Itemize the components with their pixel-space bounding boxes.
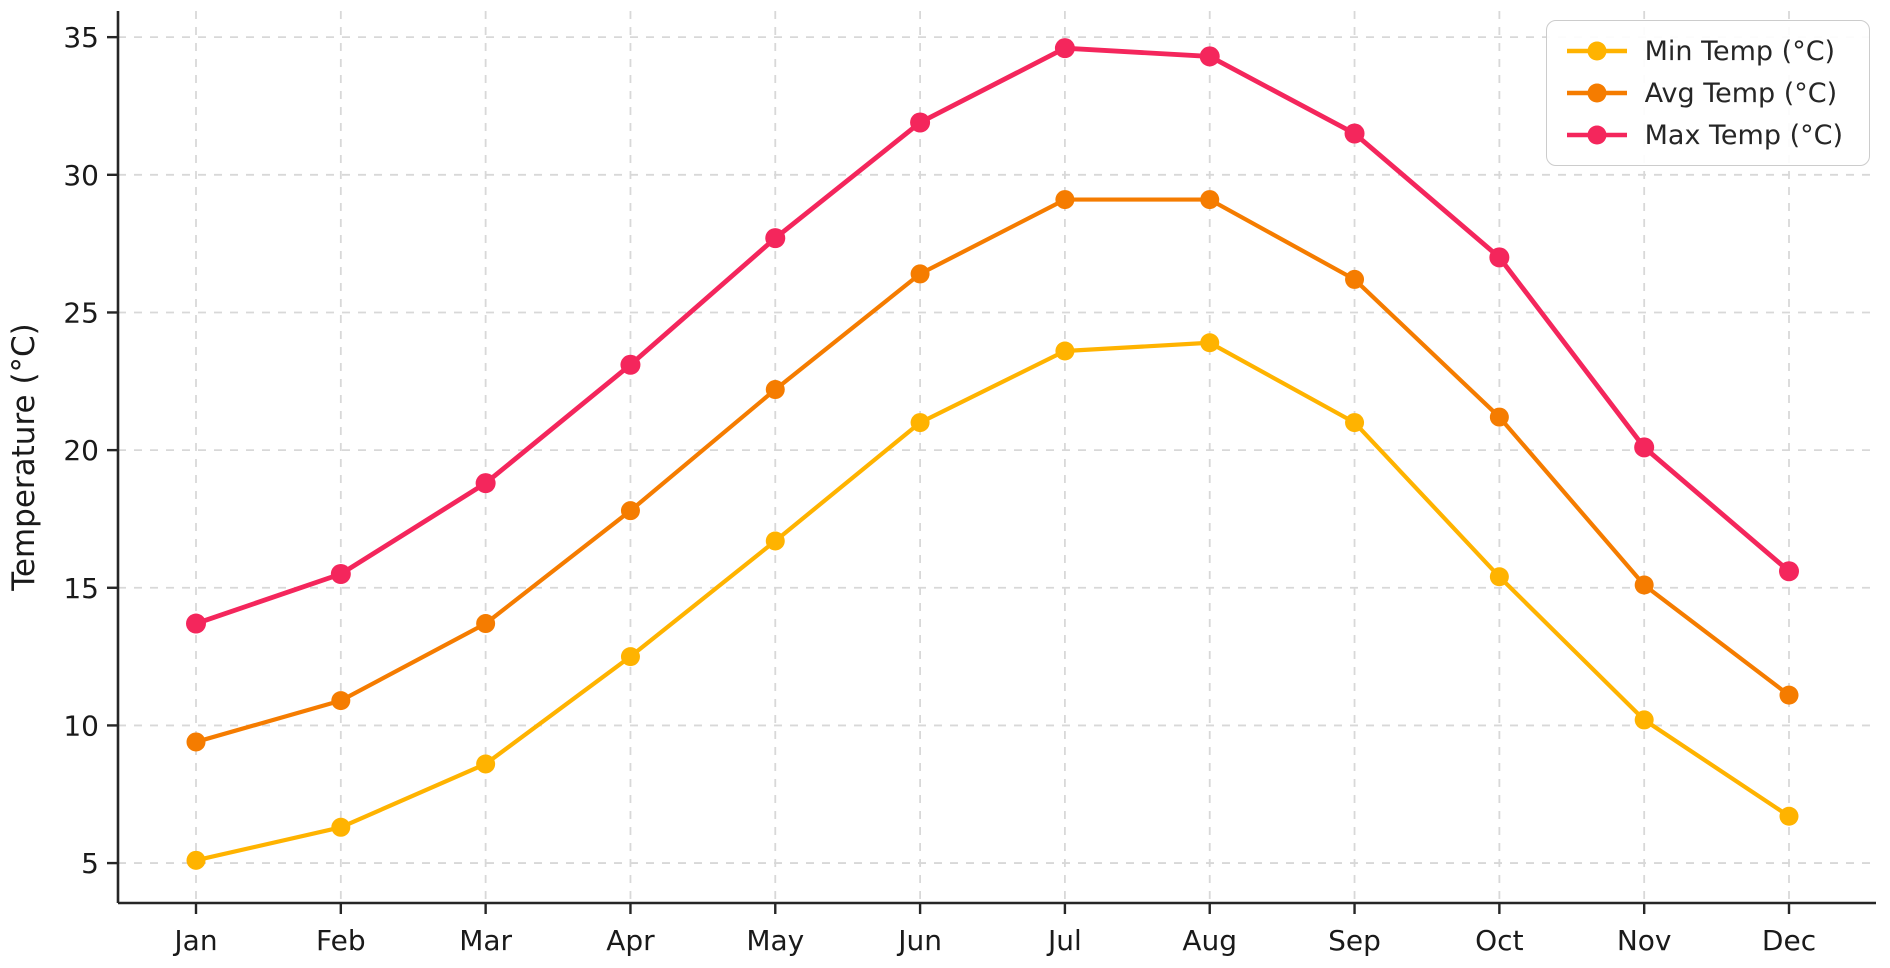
- data-point-avg-temp-c-apr: [620, 501, 640, 521]
- y-tick-label-20: 20: [63, 434, 99, 467]
- x-tick-label-jun: Jun: [896, 924, 942, 957]
- x-tick-label-nov: Nov: [1617, 924, 1672, 957]
- series-line-avg-temp-c: [193, 197, 1792, 745]
- legend-label: Avg Temp (°C): [1644, 77, 1838, 109]
- data-point-avg-temp-c-jun: [910, 264, 930, 284]
- data-point-avg-temp-c-jan: [186, 732, 206, 752]
- x-tick-label-feb: Feb: [316, 924, 366, 957]
- x-tick-label-aug: Aug: [1182, 924, 1237, 957]
- data-point-min-temp-c-oct: [1489, 567, 1509, 587]
- data-point-max-temp-c-sep: [1344, 123, 1365, 144]
- y-tick-label-35: 35: [63, 21, 99, 54]
- data-point-min-temp-c-jan: [186, 850, 206, 870]
- data-point-min-temp-c-nov: [1634, 710, 1654, 730]
- x-tick-label-dec: Dec: [1762, 924, 1816, 957]
- data-point-avg-temp-c-sep: [1345, 269, 1365, 289]
- data-point-max-temp-c-feb: [330, 564, 351, 585]
- legend-marker-icon: [1566, 125, 1627, 145]
- data-point-min-temp-c-sep: [1345, 413, 1365, 433]
- legend-marker-icon: [1566, 83, 1627, 103]
- data-point-max-temp-c-oct: [1489, 247, 1510, 268]
- gridlines: [118, 11, 1876, 903]
- data-point-max-temp-c-aug: [1199, 46, 1220, 67]
- data-point-avg-temp-c-nov: [1634, 575, 1654, 595]
- legend-marker-icon: [1566, 41, 1627, 61]
- legend-dot: [1587, 41, 1607, 61]
- x-tick-label-mar: Mar: [459, 924, 512, 957]
- x-tick-label-jan: Jan: [172, 924, 217, 957]
- series-line-min-temp-c: [193, 340, 1792, 863]
- data-point-min-temp-c-dec: [1779, 806, 1799, 826]
- data-point-max-temp-c-nov: [1634, 437, 1655, 458]
- data-point-avg-temp-c-jul: [1055, 190, 1075, 210]
- series-avg-temp-c: [186, 190, 1799, 752]
- data-point-max-temp-c-jun: [910, 112, 931, 133]
- x-tick-label-oct: Oct: [1475, 924, 1523, 957]
- series-min-temp-c: [186, 333, 1799, 870]
- series-line-max-temp-c: [193, 45, 1792, 626]
- axes-spines: [116, 11, 1876, 905]
- chart-legend: Min Temp (°C) Avg Temp (°C) Max Temp (°C): [1545, 20, 1870, 166]
- data-point-avg-temp-c-feb: [331, 691, 351, 711]
- data-point-avg-temp-c-aug: [1200, 190, 1220, 210]
- legend-dot: [1587, 83, 1607, 103]
- data-point-min-temp-c-aug: [1200, 333, 1220, 353]
- y-axis-label: Temperature (°C): [6, 323, 42, 592]
- legend-item: Avg Temp (°C): [1565, 79, 1843, 107]
- data-point-min-temp-c-jul: [1055, 341, 1075, 361]
- legend-item: Min Temp (°C): [1565, 37, 1843, 65]
- data-point-avg-temp-c-mar: [476, 614, 496, 634]
- data-point-min-temp-c-feb: [331, 817, 351, 837]
- y-tick-label-15: 15: [63, 572, 99, 605]
- x-tick-label-may: May: [746, 924, 804, 957]
- y-tick-label-5: 5: [81, 847, 99, 880]
- y-tick-label-30: 30: [63, 159, 99, 192]
- data-point-max-temp-c-apr: [620, 354, 641, 375]
- data-point-min-temp-c-apr: [620, 647, 640, 667]
- data-point-min-temp-c-may: [765, 531, 785, 551]
- data-point-avg-temp-c-may: [765, 380, 785, 400]
- series-max-temp-c: [186, 38, 1799, 634]
- y-tick-label-25: 25: [63, 296, 99, 329]
- legend-label: Min Temp (°C): [1644, 35, 1836, 67]
- x-tick-label-sep: Sep: [1328, 924, 1381, 957]
- data-point-avg-temp-c-oct: [1489, 407, 1509, 427]
- x-tick-label-jul: Jul: [1046, 924, 1082, 957]
- data-point-avg-temp-c-dec: [1779, 685, 1799, 705]
- x-tick-label-apr: Apr: [606, 924, 655, 957]
- data-point-max-temp-c-may: [765, 228, 786, 249]
- tick-marks: [107, 35, 1791, 914]
- y-tick-label-10: 10: [63, 709, 99, 742]
- data-point-max-temp-c-jan: [186, 613, 206, 634]
- data-point-min-temp-c-mar: [476, 754, 496, 774]
- data-point-max-temp-c-dec: [1779, 561, 1799, 582]
- legend-label: Max Temp (°C): [1644, 119, 1843, 151]
- legend-dot: [1587, 125, 1607, 145]
- data-point-max-temp-c-jul: [1054, 38, 1075, 59]
- data-point-max-temp-c-mar: [475, 473, 496, 494]
- data-point-min-temp-c-jun: [910, 413, 930, 433]
- tick-labels: 5 10 15 20 25 30 35 Jan Feb Mar Apr May Jun Jul Aug Sep…: [63, 21, 1816, 957]
- legend-item: Max Temp (°C): [1565, 121, 1843, 149]
